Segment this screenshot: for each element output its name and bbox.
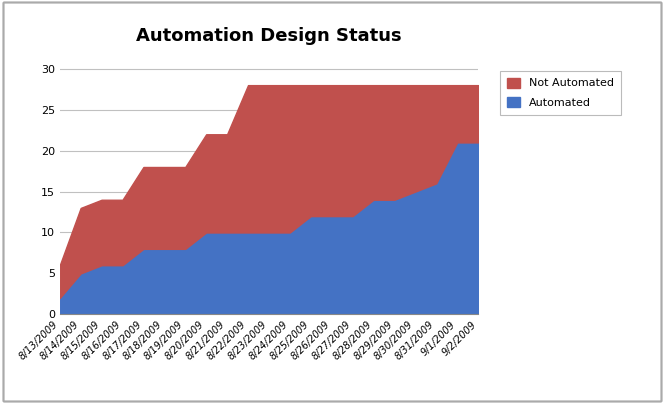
Legend: Not Automated, Automated: Not Automated, Automated <box>501 71 621 115</box>
Title: Automation Design Status: Automation Design Status <box>136 27 402 45</box>
